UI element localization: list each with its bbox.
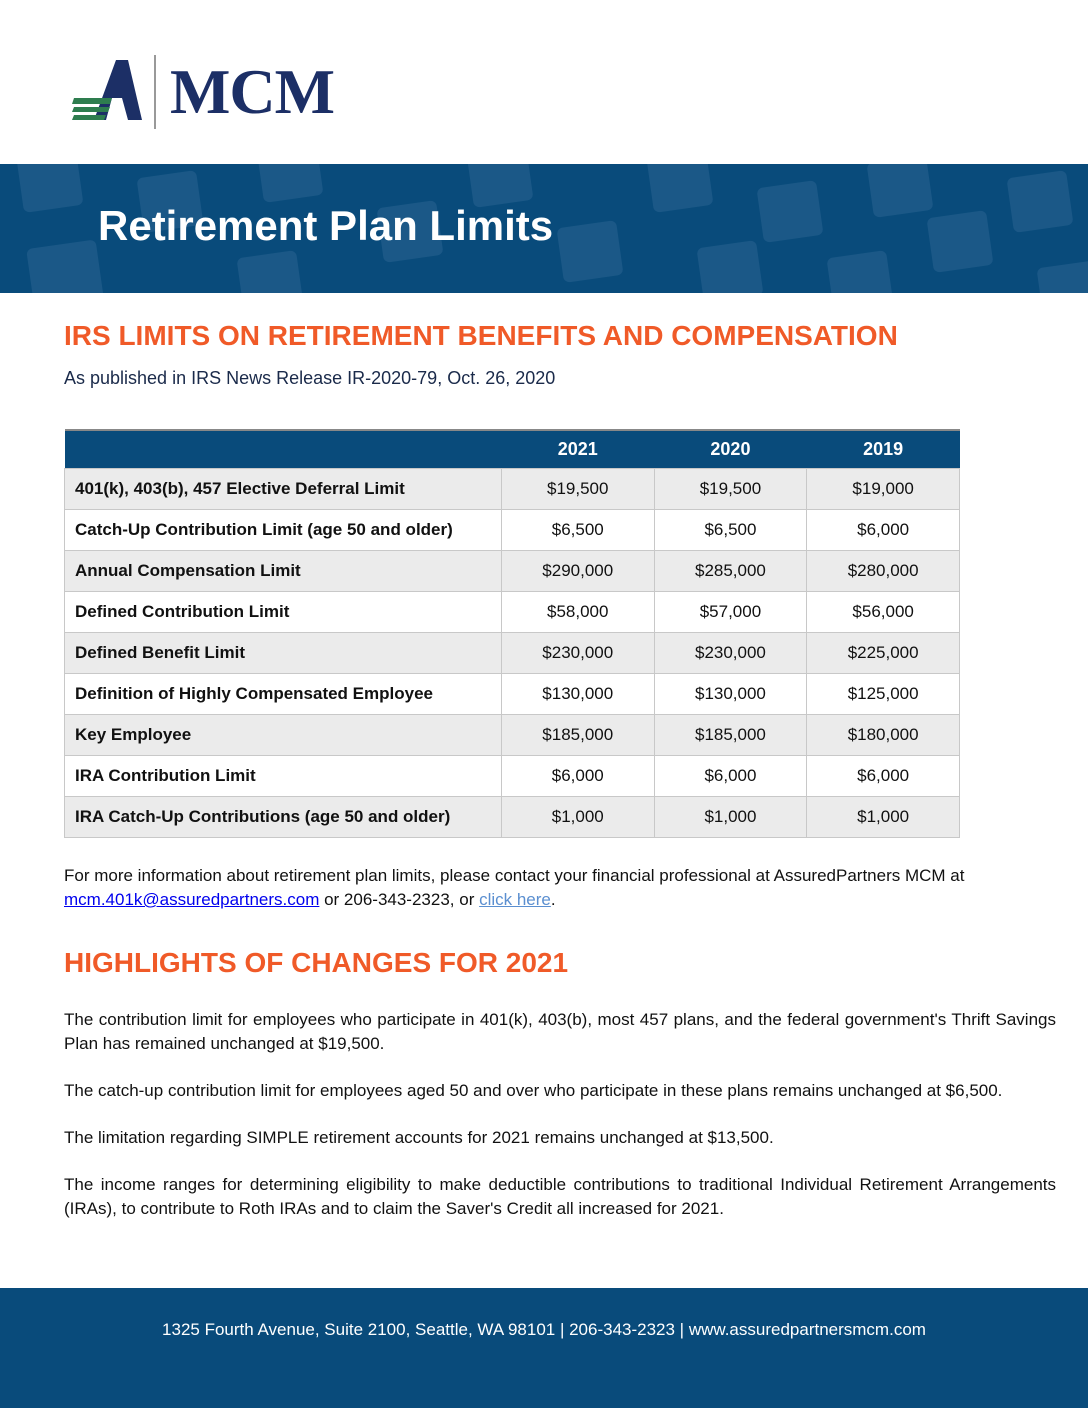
row-label: Annual Compensation Limit xyxy=(64,550,502,592)
cell-value: $1,000 xyxy=(500,796,655,838)
column-header: 2021 xyxy=(501,429,655,469)
table-row: Key Employee $185,000 $185,000 $180,000 xyxy=(64,714,960,756)
cell-value: $185,000 xyxy=(653,714,808,756)
footer-address: 1325 Fourth Avenue, Suite 2100, Seattle,… xyxy=(162,1320,926,1339)
cell-value: $230,000 xyxy=(653,632,808,674)
cell-value: $57,000 xyxy=(653,591,808,633)
page-title: Retirement Plan Limits xyxy=(98,202,554,249)
cell-value: $130,000 xyxy=(500,673,655,715)
highlight-paragraph: The limitation regarding SIMPLE retireme… xyxy=(64,1128,774,1147)
table-row: Definition of Highly Compensated Employe… xyxy=(64,673,960,715)
contact-text: or 206-343-2323, or xyxy=(319,890,480,909)
cell-value: $180,000 xyxy=(806,714,960,756)
email-link[interactable]: mcm.401k@assuredpartners.com xyxy=(64,890,320,909)
cell-value: $280,000 xyxy=(806,550,960,592)
row-label: Key Employee xyxy=(64,714,502,756)
highlight-paragraph: The contribution limit for employees who… xyxy=(64,1010,1056,1053)
row-label: Catch-Up Contribution Limit (age 50 and … xyxy=(64,509,502,551)
highlight-paragraph: The income ranges for determining eligib… xyxy=(64,1175,1056,1218)
logo-divider xyxy=(154,55,156,129)
cell-value: $19,000 xyxy=(806,468,960,510)
logo-a-mark-icon xyxy=(72,60,142,120)
row-label: IRA Catch-Up Contributions (age 50 and o… xyxy=(64,796,502,838)
cell-value: $230,000 xyxy=(500,632,655,674)
cell-value: $1,000 xyxy=(653,796,808,838)
cell-value: $185,000 xyxy=(500,714,655,756)
table-row: Defined Benefit Limit $230,000 $230,000 $22… xyxy=(64,632,960,674)
row-label: Defined Contribution Limit xyxy=(64,591,502,633)
cell-value: $6,000 xyxy=(500,755,655,797)
row-label: Defined Benefit Limit xyxy=(64,632,502,674)
table-row: 401(k), 403(b), 457 Elective Deferral Li… xyxy=(64,468,960,510)
cell-value: $6,000 xyxy=(806,755,960,797)
contact-text: For more information about retirement pl… xyxy=(64,866,965,885)
column-header: 2019 xyxy=(806,429,960,469)
row-label: Definition of Highly Compensated Employe… xyxy=(64,673,502,715)
row-label: IRA Contribution Limit xyxy=(64,755,502,797)
cell-value: $130,000 xyxy=(653,673,808,715)
cell-value: $19,500 xyxy=(653,468,808,510)
table-row: IRA Contribution Limit $6,000 $6,000 $6,000 xyxy=(64,755,960,797)
click-here-link[interactable]: click here xyxy=(479,890,551,909)
cell-value: $225,000 xyxy=(806,632,960,674)
footer: 1325 Fourth Avenue, Suite 2100, Seattle,… xyxy=(0,1288,1088,1408)
cell-value: $1,000 xyxy=(806,796,960,838)
contact-text: . xyxy=(550,890,556,909)
cell-value: $6,500 xyxy=(653,509,808,551)
logo-text: MCM xyxy=(170,56,335,127)
limits-table: 2021 2020 2019 401(k), 403(b), 457 Elect… xyxy=(64,429,960,838)
contact-paragraph: For more information about retirement pl… xyxy=(64,864,1056,912)
title-banner: Retirement Plan Limits xyxy=(0,164,1088,293)
section-heading-irs-limits: IRS LIMITS ON RETIREMENT BENEFITS AND CO… xyxy=(64,320,898,351)
table-row: IRA Catch-Up Contributions (age 50 and o… xyxy=(64,796,960,838)
cell-value: $285,000 xyxy=(653,550,808,592)
highlight-paragraph: The catch-up contribution limit for empl… xyxy=(64,1081,1003,1100)
section-subheading: As published in IRS News Release IR-2020… xyxy=(64,368,556,388)
column-header: 2020 xyxy=(654,429,807,469)
cell-value: $58,000 xyxy=(500,591,655,633)
table-row: Annual Compensation Limit $290,000 $285,00… xyxy=(64,550,960,592)
table-row: Catch-Up Contribution Limit (age 50 and … xyxy=(64,509,960,551)
cell-value: $56,000 xyxy=(806,591,960,633)
cell-value: $6,500 xyxy=(500,509,655,551)
cell-value: $125,000 xyxy=(806,673,960,715)
cell-value: $19,500 xyxy=(500,468,655,510)
cell-value: $6,000 xyxy=(806,509,960,551)
table-row: Defined Contribution Limit $58,000 $57,000… xyxy=(64,591,960,633)
cell-value: $6,000 xyxy=(653,755,808,797)
table-header-row: 2021 2020 2019 xyxy=(64,429,960,469)
row-label: 401(k), 403(b), 457 Elective Deferral Li… xyxy=(64,468,502,510)
column-header xyxy=(64,429,502,469)
cell-value: $290,000 xyxy=(500,550,655,592)
section-heading-highlights: HIGHLIGHTS OF CHANGES FOR 2021 xyxy=(64,947,569,978)
